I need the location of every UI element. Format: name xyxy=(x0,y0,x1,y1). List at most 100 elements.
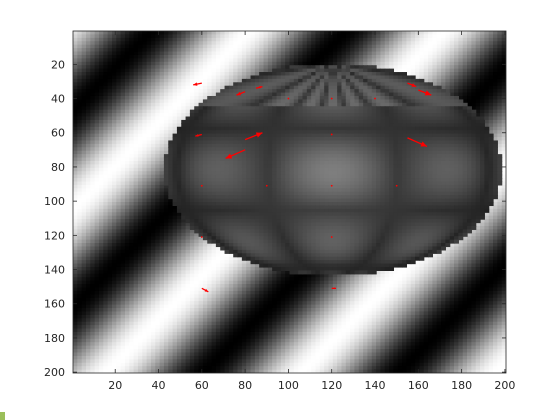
background-cell xyxy=(146,119,152,124)
background-cell xyxy=(332,51,338,56)
background-cell xyxy=(272,58,278,63)
background-cell xyxy=(501,130,506,135)
background-cell xyxy=(493,68,498,73)
background-cell xyxy=(458,44,464,49)
background-cell xyxy=(484,78,490,83)
background-cell xyxy=(358,58,364,63)
background-cell xyxy=(441,41,446,46)
background-cell xyxy=(475,102,481,107)
background-cell xyxy=(267,41,273,46)
background-cell xyxy=(159,150,165,155)
background-cell xyxy=(142,58,148,63)
background-cell xyxy=(423,34,429,39)
background-cell xyxy=(142,154,148,159)
background-cell xyxy=(176,78,182,83)
background-cell xyxy=(246,54,252,59)
background-cell xyxy=(94,164,100,169)
background-cell xyxy=(129,58,135,63)
background-cell xyxy=(419,48,425,53)
background-cell xyxy=(146,99,152,104)
background-cell xyxy=(254,61,260,66)
background-cell xyxy=(181,44,187,49)
background-cell xyxy=(90,140,96,145)
background-cell xyxy=(276,41,282,46)
background-cell xyxy=(137,58,143,63)
background-cell xyxy=(319,54,325,59)
background-cell xyxy=(81,143,87,148)
background-cell xyxy=(94,178,100,183)
background-cell xyxy=(155,41,161,46)
background-cell xyxy=(155,150,161,155)
background-cell xyxy=(341,44,347,49)
background-cell xyxy=(484,106,490,111)
background-cell xyxy=(480,106,485,111)
background-cell xyxy=(493,126,498,131)
background-cell xyxy=(471,85,477,90)
background-cell xyxy=(116,184,122,189)
background-cell xyxy=(445,44,451,49)
background-cell xyxy=(150,31,156,36)
background-cell xyxy=(124,181,130,186)
background-cell xyxy=(475,75,481,80)
background-cell xyxy=(471,82,477,87)
background-cell xyxy=(150,191,156,196)
background-cell xyxy=(159,178,165,183)
background-cell xyxy=(194,37,200,42)
background-cell xyxy=(293,37,299,42)
background-cell xyxy=(276,51,282,56)
background-cell xyxy=(189,44,195,49)
background-cell xyxy=(501,171,506,176)
background-cell xyxy=(449,54,455,59)
background-cell xyxy=(441,54,446,59)
background-cell xyxy=(133,68,139,73)
background-cell xyxy=(120,116,126,121)
background-cell xyxy=(484,31,490,36)
background-cell xyxy=(462,34,468,39)
background-cell xyxy=(124,174,130,179)
background-cell xyxy=(259,61,265,66)
background-cell xyxy=(159,99,165,104)
background-cell xyxy=(376,41,382,46)
background-cell xyxy=(259,44,265,49)
background-cell xyxy=(207,41,213,46)
background-cell xyxy=(111,157,117,162)
background-cell xyxy=(163,82,169,87)
background-cell xyxy=(111,109,117,114)
background-cell xyxy=(306,61,312,66)
background-cell xyxy=(150,181,156,186)
background-cell xyxy=(441,31,446,36)
background-cell xyxy=(484,119,490,124)
background-cell xyxy=(467,95,472,100)
background-cell xyxy=(107,164,113,169)
background-cell xyxy=(98,68,104,73)
background-cell xyxy=(233,48,239,53)
background-cell xyxy=(488,119,494,124)
background-cell xyxy=(137,178,143,183)
background-cell xyxy=(298,44,304,49)
background-cell xyxy=(73,191,78,196)
background-cell xyxy=(467,37,472,42)
background-cell xyxy=(441,51,446,56)
background-cell xyxy=(124,188,130,193)
background-cell xyxy=(493,75,498,80)
background-cell xyxy=(133,113,139,118)
background-cell xyxy=(111,34,117,39)
background-cell xyxy=(189,106,195,111)
background-cell xyxy=(90,54,96,59)
background-cell xyxy=(480,109,485,114)
background-cell xyxy=(111,178,117,183)
background-cell xyxy=(311,34,317,39)
background-cell xyxy=(462,58,468,63)
background-cell xyxy=(471,102,477,107)
background-cell xyxy=(198,68,204,73)
background-cell xyxy=(150,106,156,111)
background-cell xyxy=(116,72,122,77)
background-cell xyxy=(73,157,78,162)
background-cell xyxy=(185,99,191,104)
background-cell xyxy=(237,31,243,36)
background-cell xyxy=(81,65,87,70)
background-cell xyxy=(98,150,104,155)
background-cell xyxy=(77,154,83,159)
background-cell xyxy=(116,154,122,159)
background-cell xyxy=(194,68,200,73)
